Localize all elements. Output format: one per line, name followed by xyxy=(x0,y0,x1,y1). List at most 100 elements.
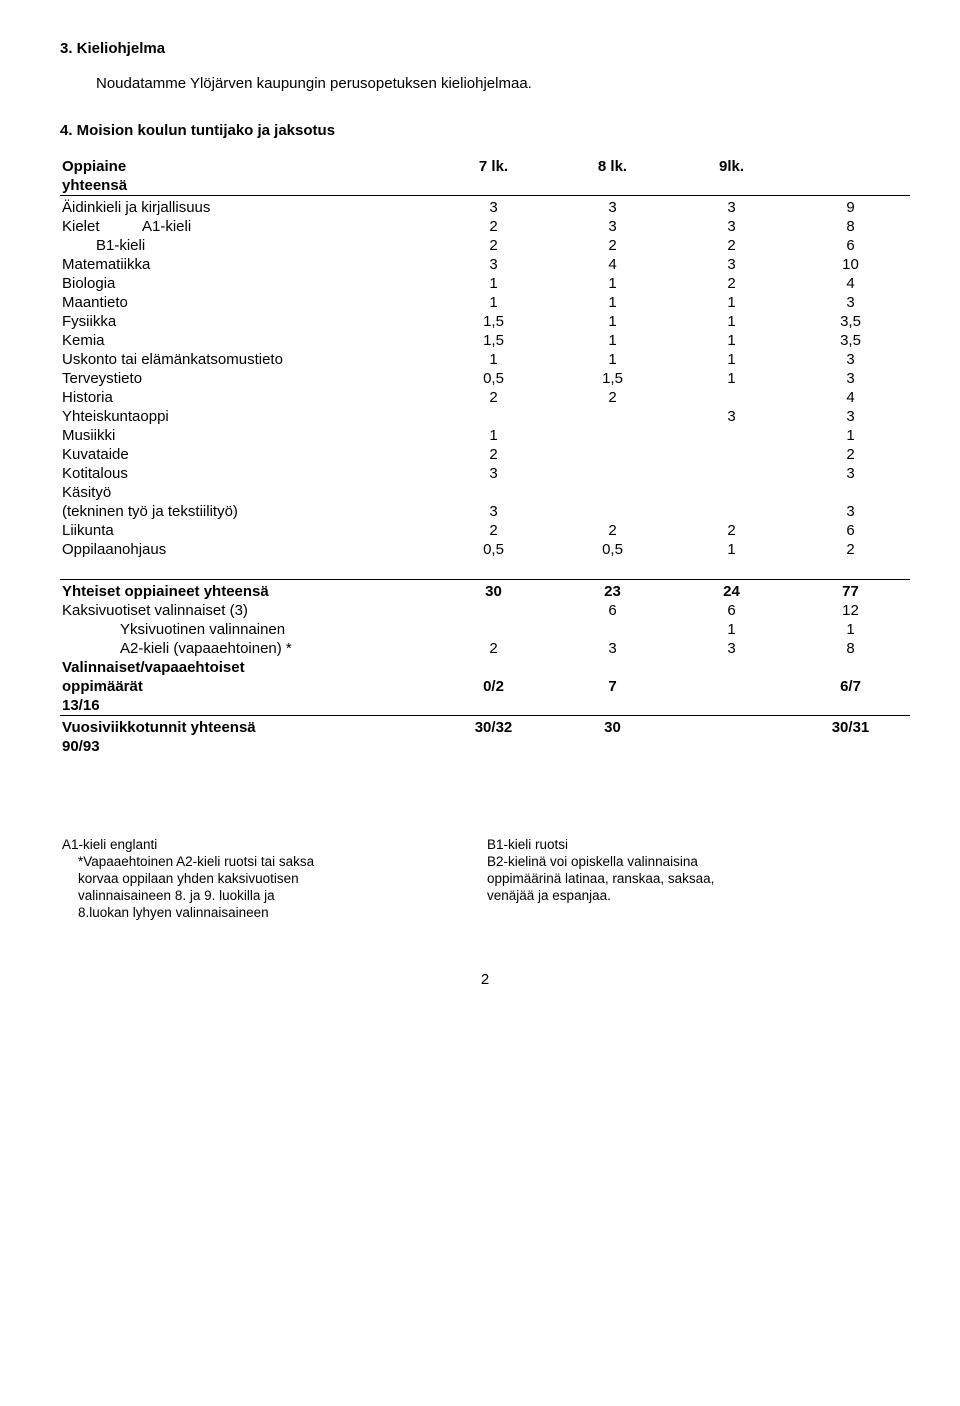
section3-heading: 3. Kieliohjelma xyxy=(60,40,910,57)
row-c4: 1 xyxy=(791,620,910,639)
row-c2: 1 xyxy=(553,331,672,350)
row-c3: 2 xyxy=(672,236,791,255)
row-c3: 3 xyxy=(672,217,791,236)
row-c4: 1 xyxy=(791,426,910,445)
row-c3: 1 xyxy=(672,540,791,559)
table-row: B1-kieli2226 xyxy=(60,236,910,255)
row-label: Fysiikka xyxy=(60,312,434,331)
row-c3: 1 xyxy=(672,350,791,369)
row-c2: 2 xyxy=(553,236,672,255)
row-label: Kaksivuotiset valinnaiset (3) xyxy=(60,601,434,620)
row-c1 xyxy=(434,407,553,426)
footnote-right xyxy=(485,904,910,921)
vuosi-row: Vuosiviikkotunnit yhteensä 30/32 30 30/3… xyxy=(60,718,910,737)
row-c4: 3,5 xyxy=(791,312,910,331)
row-c2: 2 xyxy=(553,388,672,407)
footnote-row: valinnaisaineen 8. ja 9. luokilla ja ven… xyxy=(60,887,910,904)
vapaa-c3 xyxy=(672,677,791,696)
table-row: Historia224 xyxy=(60,388,910,407)
row-c1 xyxy=(434,483,553,502)
row-c4: 3 xyxy=(791,293,910,312)
row-c3: 3 xyxy=(672,407,791,426)
row-c3 xyxy=(672,426,791,445)
footnote-row: A1-kieli englantiB1-kieli ruotsi xyxy=(60,836,910,853)
row-c3 xyxy=(672,464,791,483)
row-c3: 1 xyxy=(672,293,791,312)
table-row: Terveystieto0,51,513 xyxy=(60,369,910,388)
table-row: Kaksivuotiset valinnaiset (3)6612 xyxy=(60,601,910,620)
row-c1: 2 xyxy=(434,236,553,255)
tuntijako-table: Oppiaine 7 lk. 8 lk. 9lk. yhteensä Äidin… xyxy=(60,157,910,756)
row-c3: 1 xyxy=(672,369,791,388)
row-c3: 3 xyxy=(672,255,791,274)
row-c1: 1 xyxy=(434,350,553,369)
row-c2 xyxy=(553,445,672,464)
row-label: Kemia xyxy=(60,331,434,350)
row-c3: 1 xyxy=(672,620,791,639)
row-label: B1-kieli xyxy=(60,236,434,255)
row-label: (tekninen työ ja tekstiilityö) xyxy=(60,502,434,521)
row-c2: 3 xyxy=(553,639,672,658)
footnote-left: valinnaisaineen 8. ja 9. luokilla ja xyxy=(60,887,485,904)
row-c4: 3 xyxy=(791,464,910,483)
row-c2: 23 xyxy=(553,582,672,601)
row-label: Yksivuotinen valinnainen xyxy=(60,620,434,639)
row-c3: 2 xyxy=(672,521,791,540)
row-label: Kuvataide xyxy=(60,445,434,464)
row-c3: 2 xyxy=(672,274,791,293)
row-c1: 2 xyxy=(434,388,553,407)
row-c3 xyxy=(672,483,791,502)
row-c2: 6 xyxy=(553,601,672,620)
row-c3 xyxy=(672,388,791,407)
vuosi-label: Vuosiviikkotunnit yhteensä xyxy=(60,718,434,737)
table-row: Fysiikka1,5113,5 xyxy=(60,312,910,331)
row-c2 xyxy=(553,464,672,483)
row-c4: 77 xyxy=(791,582,910,601)
row-c2 xyxy=(553,426,672,445)
row-label: Yhteiset oppiaineet yhteensä xyxy=(60,582,434,601)
row-c4: 6 xyxy=(791,521,910,540)
row-c4: 6 xyxy=(791,236,910,255)
row-c3: 24 xyxy=(672,582,791,601)
vuosi-cont-label: 90/93 xyxy=(60,737,434,756)
table-row: Kotitalous33 xyxy=(60,464,910,483)
row-c2: 0,5 xyxy=(553,540,672,559)
vapaa-label2: oppimäärät xyxy=(60,677,434,696)
row-c1: 1 xyxy=(434,293,553,312)
vuosi-c2: 30 xyxy=(553,718,672,737)
row-label: Historia xyxy=(60,388,434,407)
row-label: KieletA1-kieli xyxy=(60,217,434,236)
row-c4: 3 xyxy=(791,502,910,521)
table-row: Yksivuotinen valinnainen 11 xyxy=(60,620,910,639)
table-row: Matematiikka34310 xyxy=(60,255,910,274)
row-c1 xyxy=(434,620,553,639)
yhteensa-row: yhteensä xyxy=(60,176,910,196)
vapaa-label1: Valinnaiset/vapaaehtoiset xyxy=(60,658,434,677)
footnote-right: venäjää ja espanjaa. xyxy=(485,887,910,904)
row-c2 xyxy=(553,407,672,426)
footnote-left: korvaa oppilaan yhden kaksivuotisen xyxy=(60,870,485,887)
table-row: Liikunta2226 xyxy=(60,521,910,540)
row-c3: 1 xyxy=(672,331,791,350)
table-row: Biologia1124 xyxy=(60,274,910,293)
row-c2: 2 xyxy=(553,521,672,540)
row-c2: 3 xyxy=(553,217,672,236)
vuosi-cont: 90/93 xyxy=(60,737,910,756)
row-label: Oppilaanohjaus xyxy=(60,540,434,559)
row-label: Kotitalous xyxy=(60,464,434,483)
row-c3 xyxy=(672,502,791,521)
row-c1: 2 xyxy=(434,639,553,658)
vuosi-c1: 30/32 xyxy=(434,718,553,737)
row-c4: 12 xyxy=(791,601,910,620)
footnotes-table: A1-kieli englantiB1-kieli ruotsi*Vapaaeh… xyxy=(60,836,910,921)
vapaa-cont-label: 13/16 xyxy=(60,696,434,716)
row-c3: 6 xyxy=(672,601,791,620)
row-c2: 1,5 xyxy=(553,369,672,388)
row-label: Matematiikka xyxy=(60,255,434,274)
row-c2 xyxy=(553,483,672,502)
row-label: Uskonto tai elämänkatsomustieto xyxy=(60,350,434,369)
table-row: Musiikki11 xyxy=(60,426,910,445)
section4-heading: 4. Moision koulun tuntijako ja jaksotus xyxy=(60,122,910,139)
footnote-right: B1-kieli ruotsi xyxy=(485,836,910,853)
row-c1: 3 xyxy=(434,255,553,274)
